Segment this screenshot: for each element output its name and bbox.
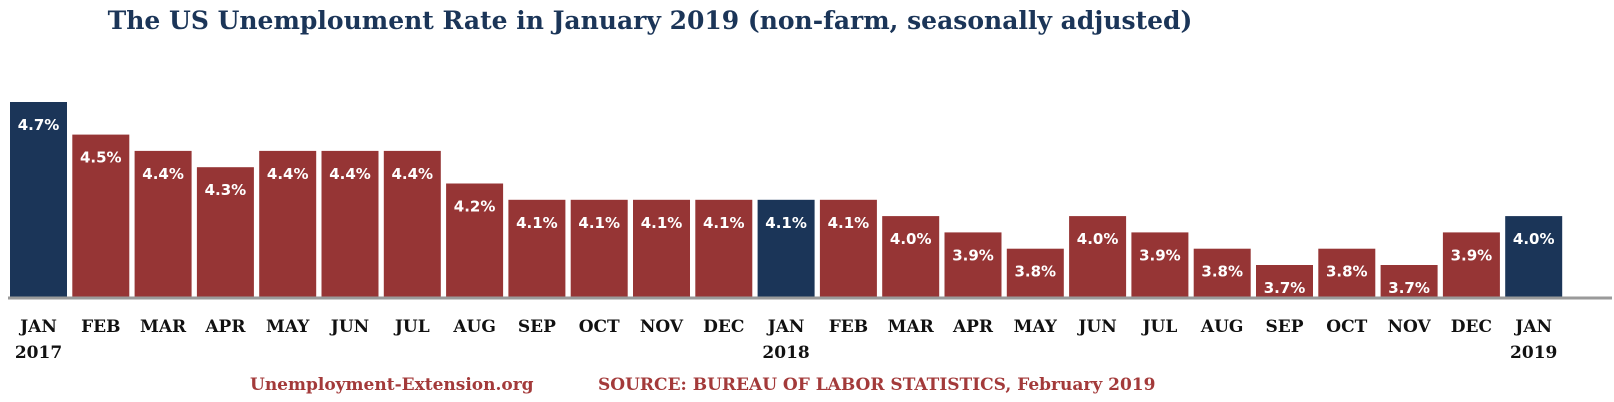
tick-label-21: SEP bbox=[1265, 317, 1303, 337]
site-credit: Unemployment-Extension.org bbox=[250, 375, 534, 395]
tick-label-2: FEB bbox=[81, 317, 120, 337]
value-label-18: 4.0% bbox=[1077, 230, 1119, 248]
value-label-12: 4.1% bbox=[703, 214, 745, 232]
tick-label-23: NOV bbox=[1387, 317, 1431, 337]
bar-19 bbox=[1131, 232, 1189, 298]
bar-18 bbox=[1069, 216, 1127, 298]
value-label-9: 4.1% bbox=[516, 214, 558, 232]
value-label-24: 3.9% bbox=[1451, 246, 1493, 264]
tick-label-3: MAR bbox=[140, 317, 187, 337]
tick-label-7: JUL bbox=[393, 317, 430, 337]
tick-label-10: OCT bbox=[579, 317, 620, 337]
tick-label-24: DEC bbox=[1451, 317, 1492, 337]
tick-label-1: JAN bbox=[18, 317, 57, 337]
value-label-15: 4.0% bbox=[890, 230, 932, 248]
tick-label-16: APR bbox=[952, 317, 994, 337]
value-label-21: 3.7% bbox=[1264, 279, 1306, 297]
tick-label-22: OCT bbox=[1326, 317, 1367, 337]
value-label-2: 4.5% bbox=[80, 149, 122, 167]
bar-7 bbox=[383, 150, 441, 298]
value-label-3: 4.4% bbox=[142, 165, 184, 183]
bar-3 bbox=[134, 150, 192, 298]
tick-label-19: JUL bbox=[1140, 317, 1177, 337]
value-label-7: 4.4% bbox=[391, 165, 433, 183]
bar-8 bbox=[446, 183, 504, 298]
value-label-20: 3.8% bbox=[1201, 263, 1243, 281]
value-label-14: 4.1% bbox=[828, 214, 870, 232]
value-label-23: 3.7% bbox=[1388, 279, 1430, 297]
bar-chart: 4.7% JAN 2017 4.5% FEB 4.4% MAR 4.3% APR 4.4% MAY 4… bbox=[8, 102, 1612, 363]
value-label-16: 3.9% bbox=[952, 246, 994, 264]
source-credit: SOURCE: BUREAU OF LABOR STATISTICS, Febr… bbox=[598, 375, 1156, 395]
bar-11 bbox=[633, 199, 690, 298]
bar-22 bbox=[1318, 248, 1376, 298]
bar-4 bbox=[196, 167, 254, 298]
tick-label-4: APR bbox=[204, 317, 246, 337]
tick-label-14: FEB bbox=[829, 317, 868, 337]
tick-label-9: SEP bbox=[518, 317, 556, 337]
tick-label-12: DEC bbox=[703, 317, 744, 337]
tick-label-18: JUN bbox=[1076, 317, 1116, 337]
bar-21 bbox=[1256, 265, 1313, 298]
tick-label-5: MAY bbox=[266, 317, 310, 337]
bar-6 bbox=[321, 150, 379, 298]
value-label-13: 4.1% bbox=[765, 214, 807, 232]
bar-9 bbox=[508, 199, 566, 298]
tick-label-17: MAY bbox=[1014, 317, 1058, 337]
bar-12 bbox=[695, 199, 753, 298]
bar-25 bbox=[1505, 216, 1563, 298]
chart-title: The US Unemploument Rate in January 2019… bbox=[107, 6, 1193, 35]
bars-layer bbox=[10, 102, 1563, 298]
bar-24 bbox=[1442, 232, 1500, 298]
labels-layer: 4.7% JAN 2017 4.5% FEB 4.4% MAR 4.3% APR 4.4% MAY 4… bbox=[15, 116, 1558, 363]
tick-label-20: AUG bbox=[1200, 317, 1244, 337]
bar-16 bbox=[944, 232, 1002, 298]
value-label-22: 3.8% bbox=[1326, 263, 1368, 281]
bar-14 bbox=[819, 199, 877, 298]
bar-10 bbox=[570, 199, 628, 298]
tick-label-13: JAN bbox=[766, 317, 805, 337]
value-label-10: 4.1% bbox=[578, 214, 620, 232]
value-label-19: 3.9% bbox=[1139, 246, 1181, 264]
tick-label-11: NOV bbox=[640, 317, 684, 337]
bar-5 bbox=[259, 150, 317, 298]
bar-23 bbox=[1380, 265, 1438, 298]
tick-label-8: AUG bbox=[452, 317, 496, 337]
bar-1 bbox=[10, 102, 67, 298]
value-label-11: 4.1% bbox=[641, 214, 683, 232]
tick-label-6: JUN bbox=[329, 317, 369, 337]
bar-15 bbox=[882, 216, 940, 298]
value-label-8: 4.2% bbox=[454, 198, 496, 216]
value-label-6: 4.4% bbox=[329, 165, 371, 183]
value-label-25: 4.0% bbox=[1513, 230, 1555, 248]
value-label-17: 3.8% bbox=[1014, 263, 1056, 281]
tick-label-15: MAR bbox=[888, 317, 935, 337]
bar-13 bbox=[757, 199, 815, 298]
year-label-13: 2018 bbox=[762, 343, 809, 363]
tick-label-25: JAN bbox=[1513, 317, 1552, 337]
value-label-4: 4.3% bbox=[205, 181, 247, 199]
bar-20 bbox=[1193, 248, 1251, 298]
year-label-25: 2019 bbox=[1510, 343, 1557, 363]
bar-2 bbox=[72, 134, 130, 298]
value-label-5: 4.4% bbox=[267, 165, 309, 183]
year-label-1: 2017 bbox=[15, 343, 62, 363]
bar-17 bbox=[1006, 248, 1064, 298]
value-label-1: 4.7% bbox=[18, 116, 60, 134]
